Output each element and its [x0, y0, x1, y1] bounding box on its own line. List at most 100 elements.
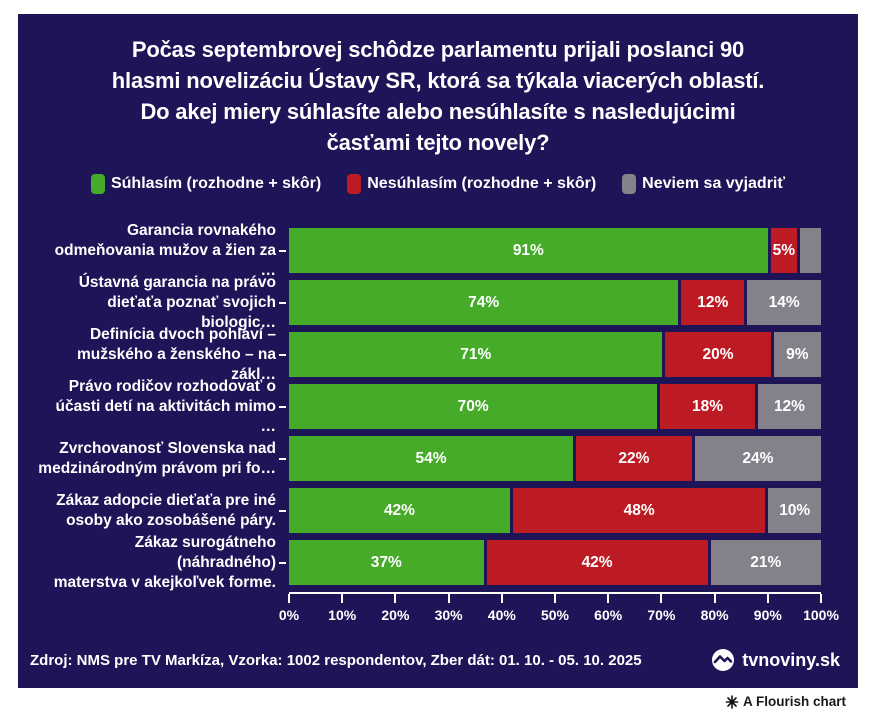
bar-track: 71% 20% 9% — [289, 332, 821, 377]
bar-segment-neutral[interactable]: 10% — [768, 488, 821, 533]
category-tick-mark — [279, 561, 286, 564]
x-axis-tick — [341, 594, 344, 603]
category-label-line: Ústavná garancia na právo — [78, 273, 276, 291]
bar-segment-agree[interactable]: 37% — [289, 540, 484, 585]
legend-swatch — [347, 174, 362, 194]
x-axis-tick-label: 100% — [803, 607, 839, 623]
bar-segment-agree[interactable]: 71% — [289, 332, 663, 377]
category-label-line: Zvrchovanosť Slovenska nad — [59, 439, 276, 457]
bar-segment-agree[interactable]: 42% — [289, 488, 510, 533]
x-axis-tick-label: 60% — [594, 607, 623, 623]
title-line: Do akej miery súhlasíte alebo nesúhlasít… — [140, 99, 736, 124]
bar-segment-disagree[interactable]: 5% — [770, 228, 797, 273]
x-axis-tick-label: 20% — [381, 607, 410, 623]
category-tick-mark — [279, 405, 286, 408]
bar-segment-agree[interactable]: 70% — [289, 384, 658, 429]
flourish-attribution[interactable]: A Flourish chart — [725, 694, 846, 709]
legend-item-neutral: Neviem sa vyjadriť — [622, 174, 785, 194]
x-axis-tick — [660, 594, 663, 603]
legend-label: Nesúhlasím (rozhodne + skôr) — [367, 175, 597, 192]
chart-row: Právo rodičov rozhodovať o účasti detí na… — [38, 378, 822, 435]
chart-card: Počas septembrovej schôdze parlamentu pr… — [18, 14, 858, 688]
bar-segment-agree[interactable]: 91% — [289, 228, 768, 273]
chart-row: Zákaz adopcie dieťaťa pre iné osoby ako z… — [38, 488, 821, 533]
category-label-line: Garancia rovnakého — [126, 221, 276, 239]
x-axis-tick — [394, 594, 397, 603]
bar-track: 74% 12% 14% — [289, 280, 821, 325]
chart-row: Definícia dvoch pohlaví – mužského a žens… — [38, 326, 821, 383]
x-axis-tick — [554, 594, 556, 603]
category-tick-mark — [279, 509, 286, 512]
category-label-line: materstva v akejkoľvek forme. — [53, 573, 276, 591]
category-tick — [276, 561, 289, 564]
category-label: Zákaz surogátneho (náhradného) materstva … — [38, 533, 276, 593]
x-axis-tick-label: 40% — [487, 607, 516, 623]
legend-item-disagree: Nesúhlasím (rozhodne + skôr) — [347, 174, 596, 194]
source-text: Zdroj: NMS pre TV Markíza, Vzorka: 1002 … — [30, 651, 642, 669]
category-label-line: dieťaťa poznať svojich biologic… — [107, 293, 276, 331]
x-axis-tick-label: 70% — [647, 607, 676, 623]
bar-track: 91% 5% — [289, 228, 821, 273]
bar-segment-neutral[interactable] — [799, 228, 821, 273]
bar-segment-agree[interactable]: 54% — [289, 436, 574, 481]
legend: Súhlasím (rozhodne + skôr) Nesúhlasím (r… — [18, 174, 858, 194]
bar-segment-disagree[interactable]: 22% — [576, 436, 692, 481]
x-axis-tick — [288, 594, 290, 603]
bar-segment-disagree[interactable]: 42% — [486, 540, 708, 585]
chart-row: Zvrchovanosť Slovenska nad medzinárodným … — [38, 436, 821, 481]
category-label: Zvrchovanosť Slovenska nad medzinárodným … — [38, 439, 276, 479]
category-tick-mark — [279, 301, 286, 304]
bar-segment-neutral[interactable]: 24% — [694, 436, 821, 481]
tvnoviny-logo-text: tvnoviny.sk — [742, 649, 840, 670]
category-tick — [276, 301, 289, 304]
x-axis-tick-label: 80% — [700, 607, 729, 623]
legend-item-agree: Súhlasím (rozhodne + skôr) — [90, 174, 321, 194]
x-axis-tick — [766, 594, 769, 603]
chart-row: Garancia rovnakého odmeňovania mužov a ži… — [38, 222, 821, 279]
tvnoviny-logo[interactable]: tvnoviny.sk — [711, 648, 840, 672]
x-axis: 0% 10% 20% 30% 40% 50% 60% 70% 80% 90% 100% — [279, 592, 839, 632]
bar-segment-disagree[interactable]: 12% — [681, 280, 745, 325]
legend-swatch — [90, 174, 105, 194]
x-axis-tick — [500, 594, 503, 603]
bar-segment-disagree[interactable]: 20% — [665, 332, 771, 377]
category-label: Ústavná garancia na právo dieťaťa poznať … — [38, 273, 276, 333]
bar-segment-neutral[interactable]: 9% — [773, 332, 821, 377]
tvnoviny-logo-icon — [711, 648, 735, 672]
title-line: Počas septembrovej schôdze parlamentu pr… — [131, 37, 745, 62]
bar-track: 54% 22% 24% — [289, 436, 821, 481]
flourish-asterisk-icon — [725, 694, 739, 709]
title-line: hlasmi novelizáciu Ústavy SR, ktorá sa t… — [111, 68, 765, 93]
bar-track: 37% 42% 21% — [289, 540, 821, 585]
bar-segment-agree[interactable]: 74% — [289, 280, 679, 325]
x-axis-tick-label: 0% — [278, 607, 300, 623]
chart-row: Zákaz surogátneho (náhradného) materstva … — [38, 534, 821, 591]
bar-segment-neutral[interactable]: 14% — [747, 280, 821, 325]
bar-segment-neutral[interactable]: 21% — [710, 540, 821, 585]
category-label: Garancia rovnakého odmeňovania mužov a ži… — [38, 221, 276, 281]
bar-segment-neutral[interactable]: 12% — [757, 384, 822, 429]
category-label: Zákaz adopcie dieťaťa pre iné osoby ako z… — [38, 491, 276, 531]
x-axis-tick-label: 50% — [540, 607, 570, 623]
chart-title: Počas septembrovej schôdze parlamentu pr… — [18, 34, 858, 158]
x-axis-tick-label: 30% — [434, 607, 463, 623]
category-tick — [276, 405, 289, 408]
category-label-line: medzinárodným právom pri fo… — [38, 459, 276, 477]
category-label-line: Zákaz surogátneho (náhradného) — [134, 533, 276, 571]
category-tick — [276, 509, 289, 512]
category-label-line: Definícia dvoch pohlaví – — [89, 325, 276, 343]
x-axis-tick — [447, 594, 450, 603]
title-line: časťami tejto novely? — [326, 130, 550, 155]
chart-row: Ústavná garancia na právo dieťaťa poznať … — [38, 274, 821, 331]
flourish-attribution-label: A Flourish chart — [742, 694, 846, 709]
bar-segment-disagree[interactable]: 18% — [660, 384, 755, 429]
category-label-line: odmeňovania mužov a žien za … — [54, 241, 276, 279]
x-axis-tick-label: 10% — [328, 607, 357, 623]
x-axis-tick — [713, 594, 716, 603]
bar-track: 42% 48% 10% — [289, 488, 821, 533]
x-axis-tick — [607, 594, 610, 603]
category-tick-mark — [279, 249, 286, 252]
category-label-line: Zákaz adopcie dieťaťa pre iné — [56, 491, 276, 509]
x-axis-tick-label: 90% — [753, 607, 782, 623]
bar-segment-disagree[interactable]: 48% — [512, 488, 766, 533]
